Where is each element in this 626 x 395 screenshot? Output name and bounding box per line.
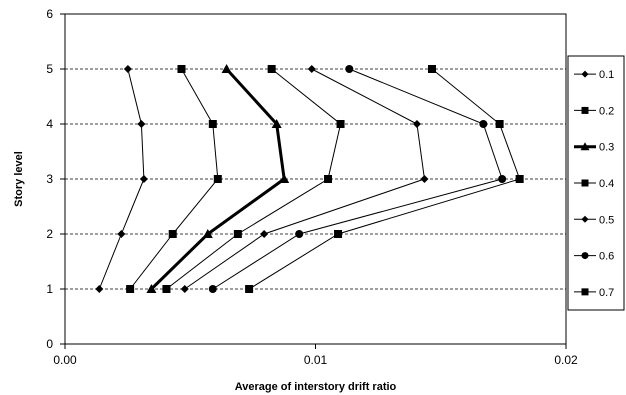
series-0.4 [162,65,345,293]
legend-label: 0.6 [599,251,614,263]
data-point [233,230,242,238]
data-point [213,175,222,183]
x-tick-label: 0.02 [554,353,578,367]
data-point [162,285,171,293]
x-tick-label: 0.01 [304,353,328,367]
legend-item: 0.7 [574,287,614,299]
data-point [177,65,186,73]
legend-label: 0.2 [599,105,614,117]
data-point [139,175,148,183]
data-point [412,120,421,128]
data-point [581,179,589,187]
data-point [208,120,217,128]
x-tick-label: 0.00 [53,353,77,367]
data-point [279,174,290,183]
y-tick-label: 0 [46,337,53,351]
x-axis: 0.00 0.01 0.02 [53,344,578,367]
data-point [581,215,589,223]
legend-item: 0.2 [574,105,614,117]
data-point [324,175,333,183]
data-point [123,65,132,73]
data-point [427,65,436,73]
data-point [479,120,488,128]
y-tick-label: 4 [46,117,53,131]
data-point [180,285,189,293]
legend-label: 0.3 [599,142,614,154]
legend-item: 0.5 [574,214,614,226]
data-point [295,230,304,238]
data-point [581,252,589,260]
legend-item: 0.6 [574,251,614,263]
y-axis-title: Story level [13,151,25,207]
y-axis: 0 1 2 3 4 5 6 [46,7,65,351]
data-point [580,142,590,151]
legend-item: 0.3 [574,142,614,154]
data-point [126,285,135,293]
data-point [307,65,316,73]
data-point [137,120,146,128]
data-point [581,106,589,114]
y-tick-label: 5 [46,62,53,76]
data-point [336,120,345,128]
legend-item: 0.4 [574,178,614,190]
series-0.7 [245,65,524,293]
legend-item: 0.1 [574,69,614,81]
data-point [581,288,589,296]
data-point [168,230,177,238]
data-point [581,70,589,78]
legend-label: 0.1 [599,69,614,81]
data-point [334,230,343,238]
data-point [267,65,276,73]
data-point [420,175,429,183]
data-point [117,230,126,238]
data-point [495,120,504,128]
data-point [146,284,157,293]
data-point [202,229,213,238]
data-point [95,285,104,293]
data-point [221,64,232,73]
y-tick-label: 2 [46,227,53,241]
y-tick-label: 6 [46,7,53,21]
legend: 0.1 0.2 0.3 0.4 0.5 0.6 0.7 [567,55,625,311]
legend-label: 0.5 [599,214,614,226]
legend-label: 0.4 [599,178,614,190]
y-tick-label: 1 [46,282,53,296]
data-point [271,119,282,128]
series-0.2 [126,65,222,293]
series-0.5 [180,65,429,293]
y-tick-label: 3 [46,172,53,186]
series-0.1 [95,65,148,293]
series-layer [95,64,524,293]
data-point [260,230,269,238]
data-point [498,175,507,183]
series-0.3 [146,64,290,293]
data-point [345,65,354,73]
series-0.6 [208,65,507,293]
data-point [515,175,524,183]
data-point [208,285,217,293]
x-axis-title: Average of interstory drift ratio [235,381,397,393]
data-point [245,285,254,293]
legend-label: 0.7 [599,287,614,299]
